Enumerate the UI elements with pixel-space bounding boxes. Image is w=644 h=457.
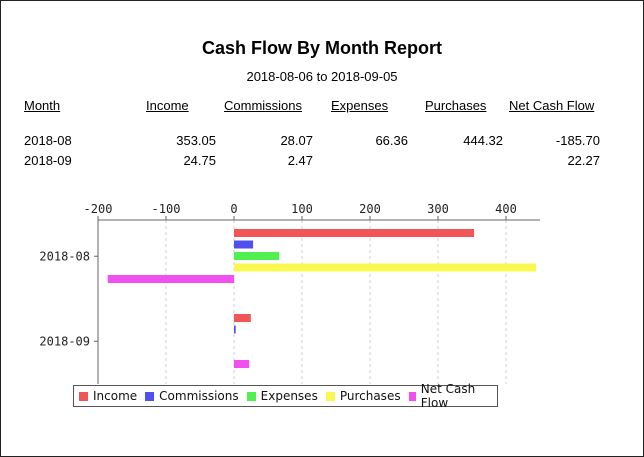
legend-swatch (246, 391, 256, 401)
legend-item: Expenses (246, 389, 318, 403)
header-commissions: Commissions (224, 98, 303, 113)
header-income: Income (146, 98, 189, 113)
legend-swatch (408, 391, 416, 401)
legend-label: Income (93, 389, 138, 403)
cell-net-cash-flow: 22.27 (567, 153, 600, 168)
header-net-cash-flow: Net Cash Flow (509, 98, 595, 113)
cell-income: 353.05 (176, 133, 216, 148)
cell-income: 24.75 (183, 153, 216, 168)
report-title: Cash Flow By Month Report (202, 38, 442, 58)
cell-expenses: 66.36 (375, 133, 408, 148)
x-tick-label: 400 (495, 202, 517, 216)
chart-legend: Income Commissions Expenses Purchases Net Ca… (73, 382, 498, 410)
legend-label: Commissions (159, 389, 239, 403)
legend-label: Expenses (260, 389, 318, 403)
x-tick-label: 300 (427, 202, 449, 216)
report-date-range: 2018-08-06 to 2018-09-05 (246, 69, 398, 84)
bar-purchases (234, 263, 537, 272)
cell-commissions: 28.07 (280, 133, 313, 148)
legend-item: Commissions (145, 389, 239, 403)
x-tick-label: 200 (359, 202, 381, 216)
bar-income (234, 314, 251, 322)
legend-swatch (79, 391, 88, 401)
x-tick-label: 0 (230, 202, 237, 216)
cell-purchases: 444.32 (463, 133, 503, 148)
legend-swatch (145, 391, 155, 401)
x-tick-label: -200 (84, 202, 113, 216)
legend-label: Net Cash Flow (420, 382, 476, 410)
cell-commissions: 2.47 (287, 153, 313, 168)
legend-label: Purchases (339, 389, 401, 403)
cell-net-cash-flow: -185.70 (555, 133, 600, 148)
y-tick-label: 2018-09 (39, 334, 90, 348)
legend-item: Net Cash Flow (408, 382, 489, 410)
header-expenses: Expenses (331, 98, 389, 113)
x-tick-label: -100 (152, 202, 181, 216)
bar-net-cash-flow (107, 275, 234, 283)
y-tick-label: 2018-08 (39, 249, 90, 263)
bar-commissions (234, 240, 254, 249)
legend-swatch (325, 391, 335, 401)
header-purchases: Purchases (425, 98, 487, 113)
bar-expenses (234, 252, 280, 260)
bar-commissions (234, 325, 236, 334)
bar-income (234, 229, 475, 237)
cell-month: 2018-09 (24, 153, 72, 168)
cell-month: 2018-08 (24, 133, 72, 148)
header-month: Month (24, 98, 61, 113)
legend-item: Purchases (325, 389, 401, 403)
bar-net-cash-flow (234, 360, 250, 368)
x-tick-label: 100 (291, 202, 313, 216)
legend-item: Income (79, 389, 137, 403)
